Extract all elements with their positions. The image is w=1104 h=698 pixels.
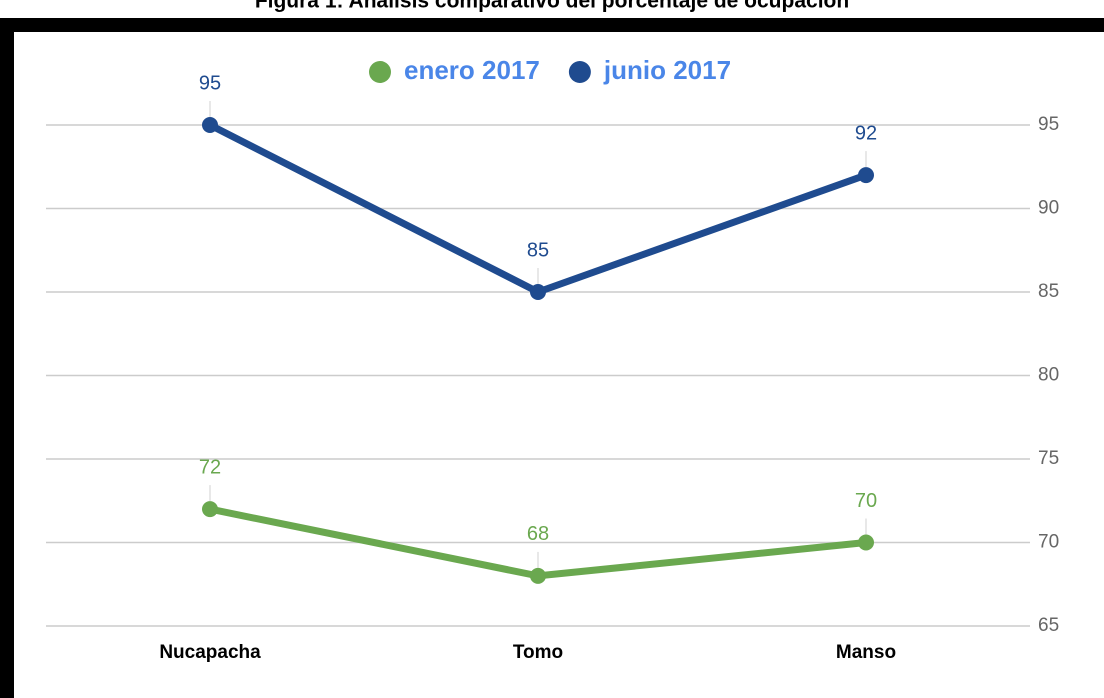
data-label: 95: [199, 72, 221, 94]
data-label: 72: [199, 456, 221, 478]
y-tick-label: 65: [1038, 615, 1059, 636]
data-label: 85: [527, 239, 549, 261]
data-label: 70: [855, 490, 877, 512]
y-tick-label: 70: [1038, 532, 1059, 553]
legend-label: enero 2017: [404, 55, 540, 85]
y-tick-label: 90: [1038, 198, 1059, 219]
data-point: [530, 284, 546, 300]
y-tick-label: 75: [1038, 448, 1059, 469]
y-tick-label: 95: [1038, 114, 1059, 135]
data-point: [530, 567, 546, 584]
legend-label: junio 2017: [603, 55, 731, 85]
y-tick-label: 80: [1038, 365, 1059, 386]
legend-marker: [369, 61, 391, 83]
data-label: 92: [855, 122, 877, 144]
x-tick-label: Tomo: [513, 642, 563, 663]
data-label: 68: [527, 523, 549, 545]
data-point: [202, 117, 218, 133]
data-point: [858, 534, 874, 551]
data-point: [202, 501, 218, 518]
frame: [0, 18, 1104, 698]
x-tick-label: Manso: [836, 642, 896, 663]
y-tick-label: 85: [1038, 281, 1059, 302]
data-point: [858, 167, 874, 184]
legend-marker: [568, 61, 591, 83]
x-tick-label: Nucapacha: [159, 642, 261, 663]
chart-title: Figura 1: Análisis comparativo del porce…: [255, 0, 849, 13]
